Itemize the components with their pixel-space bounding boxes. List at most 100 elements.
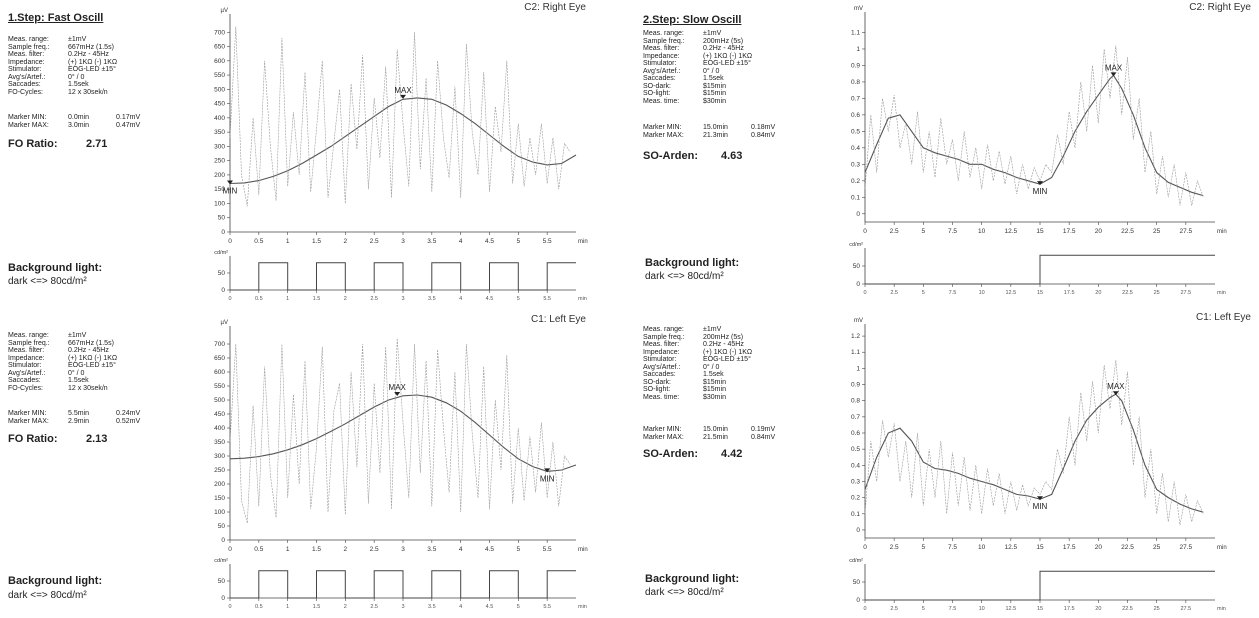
bg-x-tick-label: 20 <box>1095 290 1101 296</box>
param-key: SO-light: <box>643 90 671 97</box>
bg-x-tick-label: 5.5 <box>543 604 551 610</box>
bg-x-tick-label: 7.5 <box>949 290 957 296</box>
bg-y-tick-label: 0 <box>856 597 860 604</box>
bg-x-tick-label: 5 <box>517 604 520 610</box>
y-tick-label: 1.2 <box>851 333 860 340</box>
marker-max-label: Marker MAX: <box>8 418 49 425</box>
x-tick-label: 0.5 <box>254 238 263 245</box>
param-key: Stimulator: <box>643 60 677 67</box>
bg-x-tick-label: 3 <box>401 296 404 302</box>
marker-triangle <box>400 94 406 99</box>
marker-label: MAX <box>389 383 407 392</box>
param-value: EOG-LED ±15° <box>703 60 751 67</box>
bg-x-tick-label: 2 <box>344 604 347 610</box>
x-tick-label: 3 <box>401 546 405 553</box>
bg-x-tick-label: 12.5 <box>1005 290 1016 296</box>
so-right-chart: C2: Right Eye mV 0 0.1 0.2 0.3 0.4 0.5 0.6 0.7 0.8… <box>849 2 1251 296</box>
param-key: Saccades: <box>8 81 41 88</box>
bg-x-tick-label: 4 <box>459 296 462 302</box>
param-key: Meas. range: <box>643 30 684 37</box>
so-step-title: 2.Step: Slow Oscill <box>643 14 742 26</box>
param-value: 667mHz (1.5s) <box>68 339 114 347</box>
y-unit-label: mV <box>854 6 863 12</box>
y-tick-label: 150 <box>214 495 225 502</box>
raw-signal-line <box>229 338 571 524</box>
param-key: Sample freq.: <box>643 333 685 341</box>
marker-triangle <box>227 180 233 185</box>
y-tick-label: 400 <box>214 115 225 122</box>
raw-signal-line <box>229 26 571 207</box>
so-right-ratio: SO-Arden: 4.63 <box>643 150 742 162</box>
y-tick-label: 600 <box>214 58 225 65</box>
marker-max-time: 21.5min <box>703 434 728 441</box>
y-tick-label: 400 <box>214 425 225 432</box>
y-tick-label: 0.9 <box>851 62 860 69</box>
fo-left-params: Meas. range: ±1mV Sample freq.: 667mHz (1.… <box>8 332 188 392</box>
x-tick-label: 25 <box>1153 544 1161 551</box>
bg-x-tick-label: 27.5 <box>1180 606 1191 612</box>
y-tick-label: 0.6 <box>851 112 860 119</box>
marker-min-time: 15.0min <box>703 124 728 131</box>
marker-triangle <box>394 391 401 396</box>
y-tick-label: 0.8 <box>851 79 860 86</box>
param-key: Avg's/Artef.: <box>8 73 46 81</box>
marker-min-time: 0.0min <box>68 114 90 121</box>
marker-min-label: Marker MIN: <box>8 410 47 417</box>
bg-x-tick-label: 15 <box>1037 290 1043 296</box>
x-tick-label: 15 <box>1036 228 1044 235</box>
bg-x-tick-label: 0.5 <box>255 296 263 302</box>
param-value: EOG-LED ±15° <box>703 356 751 363</box>
x-tick-label: 0 <box>228 546 232 553</box>
x-tick-label: 0 <box>228 238 232 245</box>
param-value: $15min <box>703 82 726 90</box>
marker-max-label: Marker MAX: <box>643 434 684 441</box>
fo-right-ratio: FO Ratio: 2.71 <box>8 138 107 150</box>
marker-max-time: 2.9min <box>68 418 90 425</box>
so-right-bg-title: Background light: <box>645 257 740 269</box>
y-tick-label: 0 <box>221 537 225 544</box>
fo-left-markers: Marker MIN: 5.5min 0.24mV Marker MAX: 2.9mi… <box>8 410 188 426</box>
param-key: SO-light: <box>643 386 671 393</box>
y-tick-label: 350 <box>214 129 225 136</box>
param-key: Meas. range: <box>8 332 49 339</box>
param-key: Avg's/Artef.: <box>8 369 46 377</box>
x-tick-label: 0 <box>863 544 867 551</box>
param-key: SO-dark: <box>643 378 672 386</box>
param-value: (+) 1KΩ (-) 1KΩ <box>703 52 753 60</box>
x-tick-label: 0.5 <box>254 546 263 553</box>
background-light-step-line <box>865 254 1215 285</box>
param-value: 0° / 0 <box>68 369 85 377</box>
x-tick-label: 5 <box>517 238 521 245</box>
bg-x-tick-label: 2.5 <box>890 290 898 296</box>
x-tick-label: 27.5 <box>1180 544 1193 551</box>
marker-min-value: 0.24mV <box>116 410 141 417</box>
smoothed-signal-line <box>229 394 577 472</box>
y-tick-label: 300 <box>214 143 225 150</box>
y-tick-label: 1.1 <box>851 29 860 36</box>
param-value: 0.2Hz - 45Hz <box>68 51 109 58</box>
bg-x-tick-label: 3.5 <box>428 296 436 302</box>
param-value: 0° / 0 <box>68 73 85 81</box>
bg-x-tick-label: 5 <box>922 290 925 296</box>
y-tick-label: 550 <box>214 383 225 390</box>
y-tick-label: 500 <box>214 397 225 404</box>
y-tick-label: 650 <box>214 355 225 362</box>
marker-max-value: 0.84mV <box>751 434 776 441</box>
x-tick-label: 3 <box>401 238 405 245</box>
marker-label: MIN <box>223 186 238 195</box>
param-value: 12 x 30sek/n <box>68 88 108 96</box>
bg-x-tick-label: 5.5 <box>543 296 551 302</box>
param-key: Stimulator: <box>643 356 677 363</box>
background-light-step-line <box>230 570 576 599</box>
x-tick-label: 20 <box>1095 544 1103 551</box>
bg-x-tick-label: 15 <box>1037 606 1043 612</box>
param-key: Meas. time: <box>643 393 680 401</box>
x-tick-label: 2.5 <box>370 238 379 245</box>
smoothed-signal-line <box>229 97 577 185</box>
y-tick-label: 0 <box>856 527 860 534</box>
bg-x-tick-label: 4.5 <box>486 604 494 610</box>
y-unit-label: µV <box>221 320 228 326</box>
bg-x-tick-label: 17.5 <box>1064 606 1075 612</box>
so-left-bg-sub: dark <=> 80cd/m² <box>645 587 724 598</box>
marker-min-value: 0.19mV <box>751 426 776 433</box>
